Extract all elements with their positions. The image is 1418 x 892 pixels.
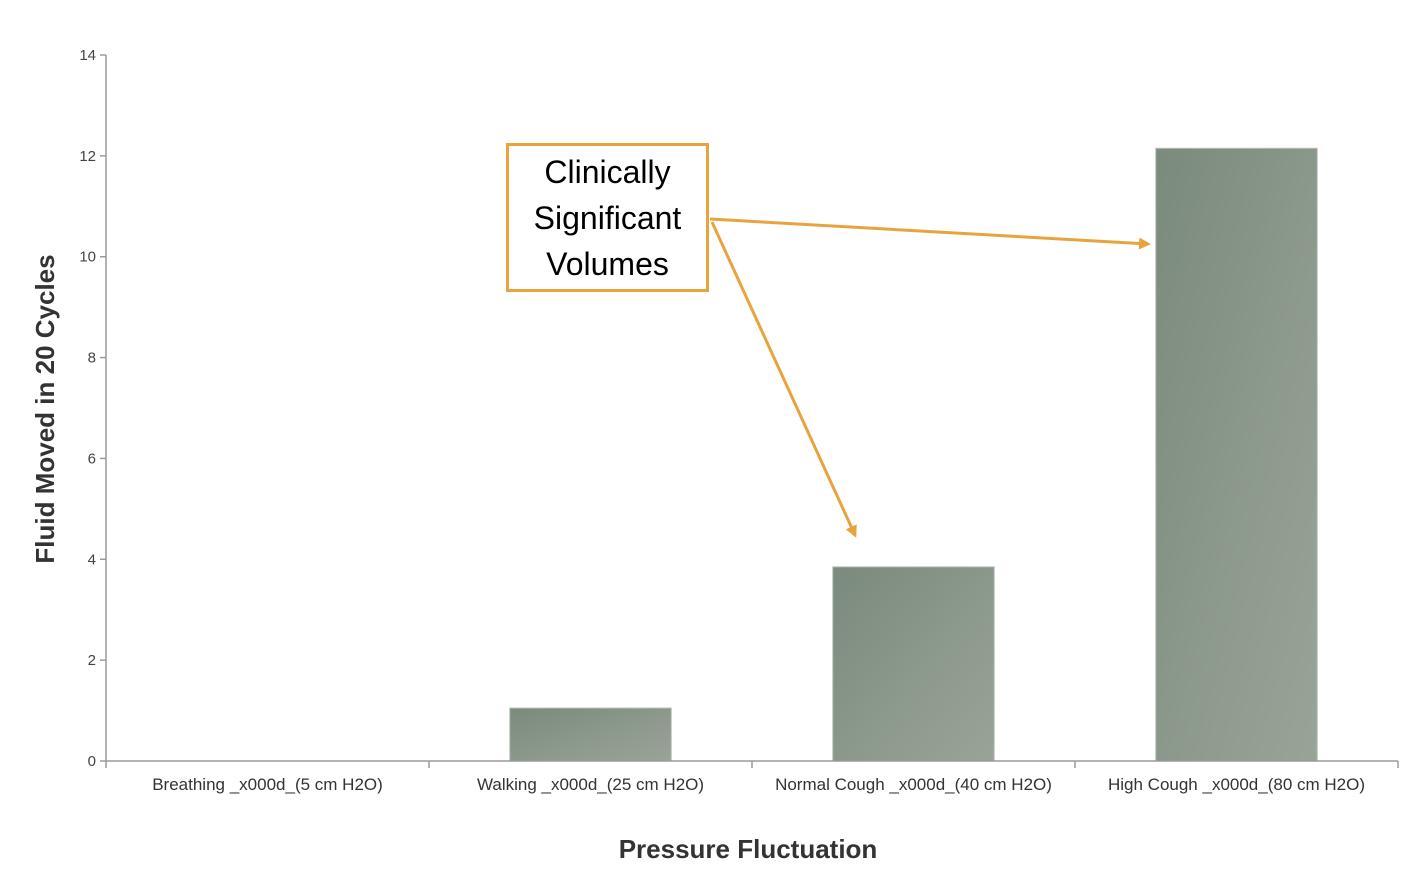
- x-category-label: High Cough _x000d_(80 cm H2O): [1108, 775, 1365, 794]
- annotation-arrow-normal-cough: [710, 221, 857, 538]
- y-tick-label: 4: [88, 551, 96, 568]
- y-tick-label: 2: [88, 652, 96, 669]
- x-ticks: Breathing _x000d_(5 cm H2O) Walking _x000…: [105, 761, 1399, 794]
- bars-layer: [509, 147, 1318, 762]
- y-tick-label: 12: [79, 148, 96, 165]
- annotation-arrows: [709, 217, 1151, 538]
- x-category-label: Breathing _x000d_(5 cm H2O): [152, 775, 383, 794]
- y-tick-label: 0: [88, 753, 96, 770]
- y-tick-label: 6: [88, 450, 96, 467]
- x-axis-title: Pressure Fluctuation: [619, 834, 878, 864]
- bar-2: [832, 566, 995, 762]
- y-tick-label: 14: [79, 47, 96, 64]
- annotation-text: Clinically Significant Volumes: [533, 153, 682, 282]
- y-tick-label: 10: [79, 249, 96, 266]
- y-ticks: 0 2 4 6 8 10 12 14: [79, 47, 106, 770]
- annotation-callout: Clinically Significant Volumes: [506, 143, 709, 292]
- y-axis-title: Fluid Moved in 20 Cycles: [30, 254, 60, 563]
- x-category-label: Normal Cough _x000d_(40 cm H2O): [775, 775, 1052, 794]
- y-tick-label: 8: [88, 350, 96, 367]
- bar-1: [509, 707, 672, 762]
- annotation-arrow-high-cough: [709, 217, 1151, 250]
- bar-3: [1155, 147, 1318, 762]
- x-category-label: Walking _x000d_(25 cm H2O): [477, 775, 704, 794]
